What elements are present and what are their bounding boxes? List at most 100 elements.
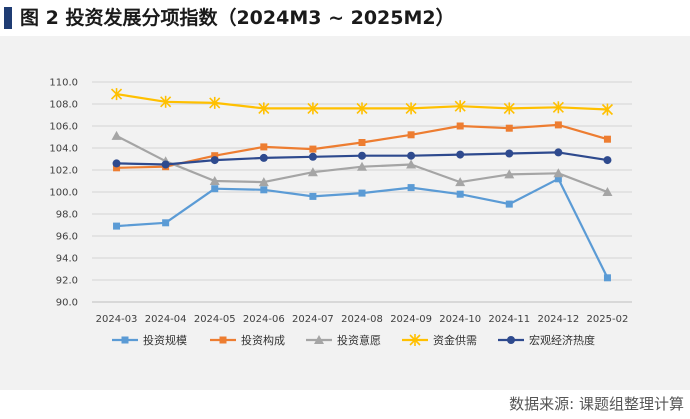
line-chart: 90.0 92.0 94.0 96.0 98.0 100.0 102.0 104.0 106.0… bbox=[49, 78, 632, 347]
data-point bbox=[211, 152, 219, 160]
data-point bbox=[160, 95, 172, 108]
data-point bbox=[356, 102, 368, 115]
y-tick-label: 108.0 bbox=[49, 100, 78, 111]
legend-label: 资金供需 bbox=[433, 333, 477, 347]
x-tick-label: 2025-02 bbox=[587, 314, 629, 325]
legend-label: 宏观经济热度 bbox=[529, 333, 595, 347]
title-marker bbox=[4, 7, 12, 29]
data-point bbox=[259, 153, 268, 162]
chart-title: 图 2 投资发展分项指数（2024M3 ~ 2025M2） bbox=[20, 7, 455, 29]
x-tick-label: 2024-05 bbox=[194, 314, 236, 325]
x-tick-label: 2024-03 bbox=[96, 314, 138, 325]
data-point bbox=[505, 149, 514, 158]
data-point bbox=[110, 88, 123, 101]
data-point bbox=[456, 190, 464, 198]
data-point bbox=[162, 219, 170, 227]
legend-label: 投资意愿 bbox=[337, 333, 381, 347]
data-point bbox=[406, 159, 417, 169]
legend-marker bbox=[121, 336, 129, 344]
data-point bbox=[554, 148, 563, 157]
data-point bbox=[161, 160, 170, 169]
data-point bbox=[504, 169, 515, 179]
y-tick-label: 106.0 bbox=[49, 122, 78, 133]
data-point bbox=[112, 159, 121, 168]
data-point bbox=[358, 139, 366, 146]
data-point bbox=[405, 102, 417, 115]
legend-label: 投资规模 bbox=[143, 333, 187, 347]
data-point bbox=[358, 189, 366, 197]
legend-item: 资金供需 bbox=[402, 333, 477, 347]
legend-marker bbox=[314, 335, 324, 344]
data-point bbox=[603, 135, 611, 143]
data-point bbox=[505, 124, 513, 132]
data-point bbox=[456, 122, 464, 130]
legend: 投资规模 投资构成 投资意愿 资金供需 宏观经济热度 bbox=[112, 333, 595, 347]
series-lines bbox=[110, 88, 614, 282]
y-tick-label: 104.0 bbox=[49, 144, 78, 155]
data-point bbox=[113, 222, 121, 230]
series-1 bbox=[113, 175, 611, 282]
series-4 bbox=[110, 88, 614, 116]
x-tick-label: 2024-04 bbox=[145, 314, 187, 325]
data-point bbox=[209, 176, 220, 185]
x-tick-label: 2024-10 bbox=[439, 314, 481, 325]
data-point bbox=[552, 101, 564, 114]
legend-item: 投资构成 bbox=[210, 333, 285, 347]
data-point bbox=[554, 121, 562, 129]
legend-label: 投资构成 bbox=[241, 333, 285, 347]
data-point bbox=[357, 161, 367, 171]
source-note: 数据来源: 课题组整理计算 bbox=[509, 395, 684, 413]
series-5 bbox=[112, 148, 612, 169]
y-tick-label: 90.0 bbox=[56, 298, 78, 309]
legend-marker bbox=[219, 336, 227, 344]
data-point bbox=[407, 151, 416, 160]
x-tick-label: 2024-11 bbox=[488, 314, 530, 325]
y-tick-label: 102.0 bbox=[49, 166, 78, 177]
chart-panel: 90.0 92.0 94.0 96.0 98.0 100.0 102.0 104.0 106.0… bbox=[0, 36, 690, 390]
data-point bbox=[407, 131, 415, 139]
data-point bbox=[307, 167, 318, 177]
data-point bbox=[602, 187, 613, 196]
data-point bbox=[455, 177, 466, 187]
data-point bbox=[258, 177, 269, 187]
legend-marker bbox=[507, 336, 515, 344]
data-point bbox=[309, 145, 317, 153]
data-point bbox=[211, 185, 219, 193]
data-point bbox=[260, 143, 268, 151]
data-point bbox=[358, 151, 366, 160]
data-point bbox=[454, 100, 466, 113]
legend-marker bbox=[409, 334, 421, 346]
data-point bbox=[209, 96, 221, 109]
data-point bbox=[456, 150, 465, 159]
title-bar: 图 2 投资发展分项指数（2024M3 ~ 2025M2） bbox=[0, 0, 690, 36]
y-tick-label: 94.0 bbox=[56, 254, 78, 265]
y-tick-label: 100.0 bbox=[49, 188, 78, 199]
x-tick-label: 2024-06 bbox=[243, 314, 285, 325]
x-tick-label: 2024-07 bbox=[292, 314, 334, 325]
legend-item: 投资规模 bbox=[112, 333, 187, 347]
x-tick-label: 2024-09 bbox=[390, 314, 432, 325]
data-point bbox=[407, 184, 415, 192]
data-point bbox=[210, 156, 219, 165]
data-point bbox=[111, 130, 122, 140]
data-point bbox=[308, 152, 317, 161]
data-point bbox=[260, 186, 268, 194]
data-point bbox=[603, 156, 612, 165]
y-tick-label: 96.0 bbox=[56, 232, 78, 243]
data-point bbox=[603, 274, 611, 282]
y-tick-label: 92.0 bbox=[56, 276, 78, 287]
x-tick-label: 2024-08 bbox=[341, 314, 383, 325]
axes: 90.0 92.0 94.0 96.0 98.0 100.0 102.0 104.0 106.0… bbox=[49, 78, 632, 325]
data-point bbox=[258, 102, 270, 115]
data-point bbox=[503, 102, 515, 115]
data-point bbox=[309, 192, 317, 200]
data-point bbox=[113, 164, 121, 172]
y-tick-label: 110.0 bbox=[49, 78, 78, 89]
data-point bbox=[554, 175, 562, 183]
legend-item: 投资意愿 bbox=[306, 333, 381, 347]
data-point bbox=[601, 103, 614, 116]
data-point bbox=[553, 168, 564, 178]
data-point bbox=[505, 200, 513, 208]
data-point bbox=[307, 102, 319, 115]
x-tick-label: 2024-12 bbox=[537, 314, 579, 325]
